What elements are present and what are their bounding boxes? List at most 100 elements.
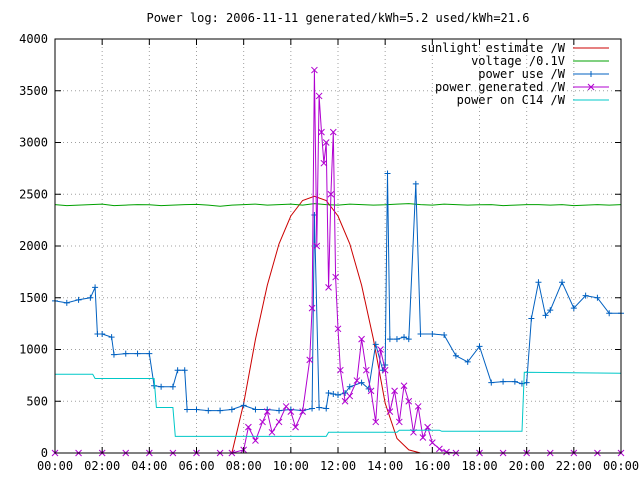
data-point (559, 279, 566, 286)
data-point (594, 294, 601, 301)
data-point (547, 307, 554, 314)
data-point (318, 128, 325, 136)
data-point (158, 383, 165, 390)
data-point (193, 406, 200, 413)
data-point (325, 284, 332, 291)
data-point (323, 405, 330, 412)
data-point (476, 343, 483, 350)
axes: 00:00 02:00 04:00 06:00 08:00 10:00 12:00 14:00… (19, 32, 639, 473)
data-point (542, 312, 549, 319)
data-point (311, 66, 318, 74)
data-point (306, 356, 314, 364)
data-point (329, 128, 337, 136)
data-point (391, 387, 398, 395)
data-point (332, 273, 339, 281)
data-point (337, 366, 344, 374)
data-point (299, 408, 306, 415)
data-point (367, 387, 375, 395)
data-point (429, 330, 436, 337)
data-point (268, 428, 276, 436)
data-point (587, 83, 595, 91)
series-line (54, 203, 622, 207)
y-tick-label: 4000 (19, 32, 48, 46)
data-point (377, 346, 384, 353)
data-point (523, 379, 530, 386)
data-point (322, 139, 330, 146)
data-point (588, 71, 594, 77)
y-tick-label: 1000 (19, 343, 48, 357)
data-point (334, 325, 342, 333)
x-tick-label: 12:00 (320, 459, 356, 473)
data-point (327, 190, 335, 198)
data-point (606, 310, 613, 317)
data-point (428, 439, 436, 447)
data-point (443, 448, 450, 456)
series-line (55, 371, 622, 437)
data-point (372, 418, 380, 426)
chart-title: Power log: 2006-11-11 generated/kWh=5.2 … (147, 11, 530, 25)
data-point (401, 334, 408, 341)
data-point (386, 336, 393, 343)
data-point (205, 407, 212, 414)
legend-label: voltage /0.1V (471, 54, 565, 68)
data-point (240, 402, 247, 409)
data-point (217, 407, 224, 414)
data-point (134, 350, 141, 357)
data-point (570, 305, 577, 312)
data-point (582, 292, 589, 299)
data-point (405, 336, 412, 343)
data-point (169, 383, 176, 390)
grid (55, 39, 621, 453)
data-point (146, 350, 153, 357)
x-tick-label: 02:00 (84, 459, 120, 473)
data-point (362, 366, 370, 374)
x-tick-label: 00:00 (603, 459, 639, 473)
x-tick-label: 06:00 (178, 459, 214, 473)
data-point (393, 336, 400, 343)
y-tick-label: 2500 (19, 187, 48, 201)
data-point (372, 341, 379, 348)
x-tick-label: 10:00 (273, 459, 309, 473)
data-point (528, 315, 535, 322)
data-point (276, 407, 283, 414)
legend-label: sunlight estimate /W (421, 41, 566, 55)
data-point (316, 404, 323, 411)
y-tick-label: 500 (26, 394, 48, 408)
data-point (292, 423, 299, 431)
x-tick-label: 04:00 (131, 459, 167, 473)
x-tick-label: 00:00 (37, 459, 73, 473)
data-point (287, 408, 295, 415)
data-point (346, 392, 354, 400)
data-point (419, 434, 427, 441)
data-point (488, 379, 495, 386)
data-point (386, 408, 394, 415)
x-tick-label: 14:00 (367, 459, 403, 473)
legend-label: power on C14 /W (457, 93, 566, 107)
data-point (108, 334, 115, 341)
data-point (346, 383, 353, 390)
x-tick-label: 16:00 (414, 459, 450, 473)
data-point (335, 392, 341, 399)
data-point (381, 366, 389, 374)
data-point (358, 335, 365, 343)
data-point (228, 406, 235, 413)
series-3 (51, 66, 625, 457)
series-0 (55, 195, 621, 454)
data-point (315, 92, 323, 100)
data-point (259, 418, 266, 426)
y-tick-label: 3500 (19, 84, 48, 98)
data-point (452, 352, 459, 359)
series-2 (52, 170, 624, 414)
data-point (412, 180, 419, 187)
y-tick-label: 2000 (19, 239, 48, 253)
series-layer (51, 66, 625, 457)
data-point (400, 382, 408, 390)
data-point (110, 351, 117, 358)
y-tick-label: 1500 (19, 291, 48, 305)
data-point (353, 377, 361, 384)
data-point (441, 332, 448, 339)
series-4 (55, 371, 622, 437)
data-point (309, 405, 316, 412)
